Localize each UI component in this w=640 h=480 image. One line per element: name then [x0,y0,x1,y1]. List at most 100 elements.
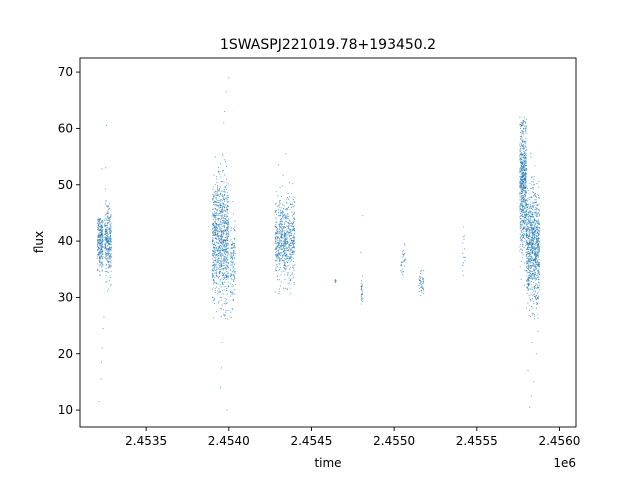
data-point [214,256,216,258]
data-point [533,193,536,195]
outlier-point [223,122,225,124]
data-point [215,205,217,207]
data-point [523,208,525,210]
data-point [223,246,225,248]
data-point [107,256,109,258]
data-point [523,227,525,229]
data-point [527,247,529,249]
data-point [98,224,100,226]
data-point [275,224,277,226]
data-point [533,296,535,298]
data-point [215,283,217,285]
data-point [215,190,217,193]
data-point [212,214,214,216]
data-point [274,269,276,271]
data-point [99,246,101,248]
data-point [519,169,521,171]
data-point [528,265,530,268]
data-point [218,268,220,270]
data-point [217,267,219,269]
data-point [218,218,220,220]
data-point [217,223,219,225]
data-point [212,218,214,220]
data-point [215,197,217,200]
outlier-point [529,406,531,408]
data-point [527,236,529,238]
data-point [523,262,525,264]
data-point [100,235,102,237]
data-point [529,182,531,184]
data-point [219,235,221,237]
data-point [96,270,98,272]
outlier-point [285,153,287,155]
data-point [525,182,527,184]
data-point [525,169,527,171]
data-point [535,247,537,250]
data-point [218,254,220,257]
data-point [220,315,222,318]
data-point [292,243,294,245]
data-point [104,219,106,221]
data-point [104,239,106,241]
data-point [230,274,232,277]
data-point [522,207,524,209]
data-point [219,230,221,232]
data-point [283,232,286,234]
data-point [286,213,289,215]
data-point [533,238,535,240]
data-point [216,223,218,225]
data-point [523,181,525,183]
data-point [538,215,540,217]
data-point [287,198,290,200]
data-point [275,248,277,250]
data-point [522,142,524,144]
data-point [285,208,287,210]
data-point [523,143,525,145]
data-point [522,138,524,140]
data-point [519,213,522,215]
data-point [292,252,294,254]
data-point [421,290,423,292]
data-point [227,194,229,197]
data-point [525,239,527,241]
data-point [521,140,523,142]
data-point [521,193,523,195]
data-point [99,222,101,224]
data-point [218,239,220,241]
data-point [530,227,533,229]
outlier-point [360,251,362,253]
data-point [531,281,533,283]
outlier-point [105,167,107,169]
data-point [534,265,536,267]
data-point [213,200,215,202]
data-point [100,256,102,258]
data-point [533,176,535,178]
data-point [279,252,281,254]
outlier-point [463,226,465,228]
data-point [521,124,524,127]
data-point [291,239,293,241]
data-point [108,221,110,223]
data-point [99,260,101,263]
data-point [106,230,108,232]
data-point [293,237,295,239]
data-point [106,248,108,250]
data-point [522,228,524,230]
data-point [535,251,537,253]
data-point [214,265,216,267]
data-point [220,257,222,259]
data-point [220,239,222,241]
data-point [293,240,295,242]
data-point [519,172,521,174]
data-point [213,252,215,254]
data-point [524,199,526,201]
data-point [532,278,534,280]
data-point [105,201,107,203]
data-point [293,239,295,241]
data-point [528,196,530,198]
data-point [530,156,532,158]
data-point [291,254,293,256]
data-point [530,254,532,256]
data-point [523,173,525,175]
data-point [221,245,223,247]
